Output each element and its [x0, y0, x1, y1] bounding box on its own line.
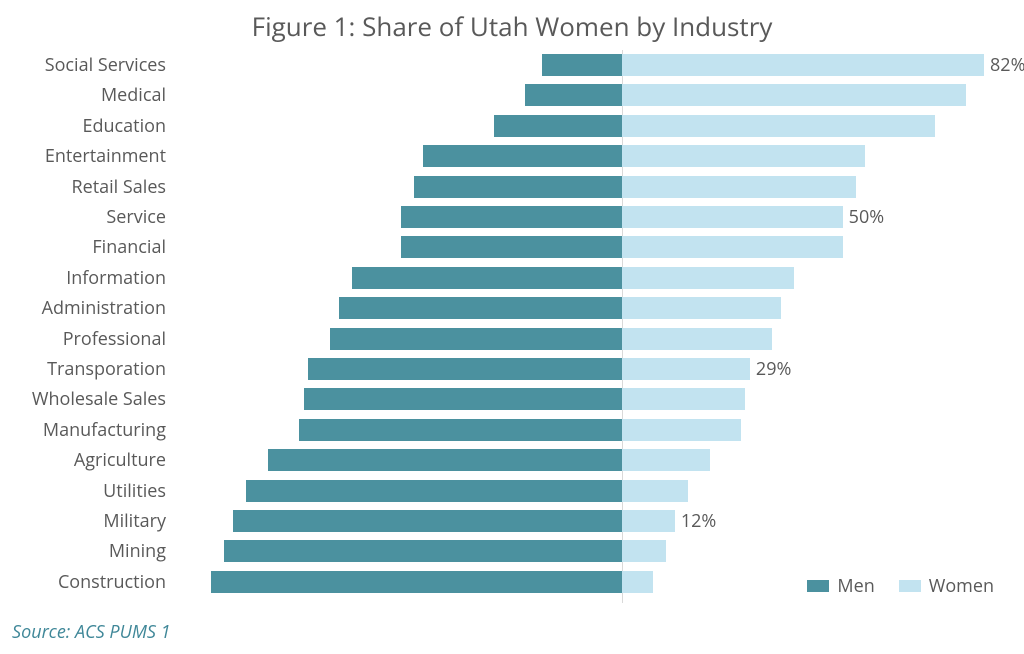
category-label: Financial: [92, 238, 176, 256]
value-label: 50%: [849, 208, 884, 226]
category-label: Construction: [58, 573, 176, 591]
bar-men: [494, 115, 622, 137]
category-label: Education: [82, 117, 176, 135]
bar-men: [542, 54, 622, 76]
value-label: 12%: [681, 512, 716, 530]
category-label: Social Services: [45, 56, 176, 74]
bar-women: [622, 54, 984, 76]
bar-women: [622, 358, 750, 380]
category-label: Retail Sales: [72, 178, 177, 196]
value-label: 29%: [756, 360, 791, 378]
bar-row: Information: [176, 267, 994, 289]
bar-row: Financial: [176, 236, 994, 258]
chart-title: Figure 1: Share of Utah Women by Industr…: [0, 8, 1024, 44]
bar-women: [622, 571, 653, 593]
bar-men: [268, 449, 621, 471]
bar-women: [622, 449, 710, 471]
category-label: Service: [106, 208, 176, 226]
bar-women: [622, 176, 856, 198]
legend-item-women: Women: [899, 574, 994, 598]
legend: Men Women: [807, 574, 994, 598]
bar-women: [622, 328, 772, 350]
bar-women: [622, 115, 936, 137]
bar-men: [525, 84, 622, 106]
bar-row: Wholesale Sales: [176, 388, 994, 410]
legend-swatch-women: [899, 580, 921, 592]
bar-row: Agriculture: [176, 449, 994, 471]
source-citation: Source: ACS PUMS 1: [12, 620, 171, 644]
bar-row: Social Services82%: [176, 54, 994, 76]
category-label: Wholesale Sales: [32, 390, 176, 408]
bar-row: Military12%: [176, 510, 994, 532]
bar-row: Professional: [176, 328, 994, 350]
value-label: 82%: [990, 56, 1024, 74]
bar-men: [211, 571, 622, 593]
bar-women: [622, 236, 843, 258]
bar-men: [401, 206, 622, 228]
bar-men: [246, 480, 621, 502]
category-label: Information: [66, 269, 176, 287]
legend-swatch-men: [807, 580, 829, 592]
bar-row: Mining: [176, 540, 994, 562]
bar-men: [233, 510, 622, 532]
legend-label: Men: [837, 574, 874, 598]
bar-men: [299, 419, 621, 441]
bar-row: Entertainment: [176, 145, 994, 167]
legend-item-men: Men: [807, 574, 874, 598]
bar-men: [352, 267, 621, 289]
bar-row: Education: [176, 115, 994, 137]
bar-women: [622, 540, 666, 562]
chart-container: Figure 1: Share of Utah Women by Industr…: [0, 0, 1024, 654]
bar-men: [224, 540, 622, 562]
category-label: Utilities: [103, 482, 176, 500]
plot-area: Social Services82% Medical Education Entert…: [176, 50, 994, 602]
bar-men: [414, 176, 622, 198]
bar-row: Transporation29%: [176, 358, 994, 380]
bar-women: [622, 480, 688, 502]
bar-women: [622, 145, 865, 167]
bar-men: [423, 145, 622, 167]
category-label: Military: [103, 512, 176, 530]
bar-row: Medical: [176, 84, 994, 106]
bar-women: [622, 84, 967, 106]
bar-women: [622, 267, 794, 289]
bar-row: Administration: [176, 297, 994, 319]
bar-women: [622, 297, 781, 319]
category-label: Medical: [101, 86, 176, 104]
bar-row: Manufacturing: [176, 419, 994, 441]
category-label: Transporation: [47, 360, 176, 378]
bar-row: Utilities: [176, 480, 994, 502]
category-label: Manufacturing: [43, 421, 176, 439]
category-label: Administration: [42, 299, 176, 317]
bar-women: [622, 206, 843, 228]
bar-men: [330, 328, 622, 350]
bar-row: Service50%: [176, 206, 994, 228]
category-label: Mining: [109, 542, 176, 560]
bar-men: [339, 297, 622, 319]
bar-men: [401, 236, 622, 258]
category-label: Entertainment: [45, 147, 176, 165]
bar-women: [622, 510, 675, 532]
bar-women: [622, 388, 746, 410]
bar-men: [308, 358, 622, 380]
legend-label: Women: [929, 574, 994, 598]
bar-row: Retail Sales: [176, 176, 994, 198]
bar-men: [304, 388, 622, 410]
bar-women: [622, 419, 741, 441]
category-label: Professional: [63, 330, 176, 348]
category-label: Agriculture: [74, 451, 176, 469]
